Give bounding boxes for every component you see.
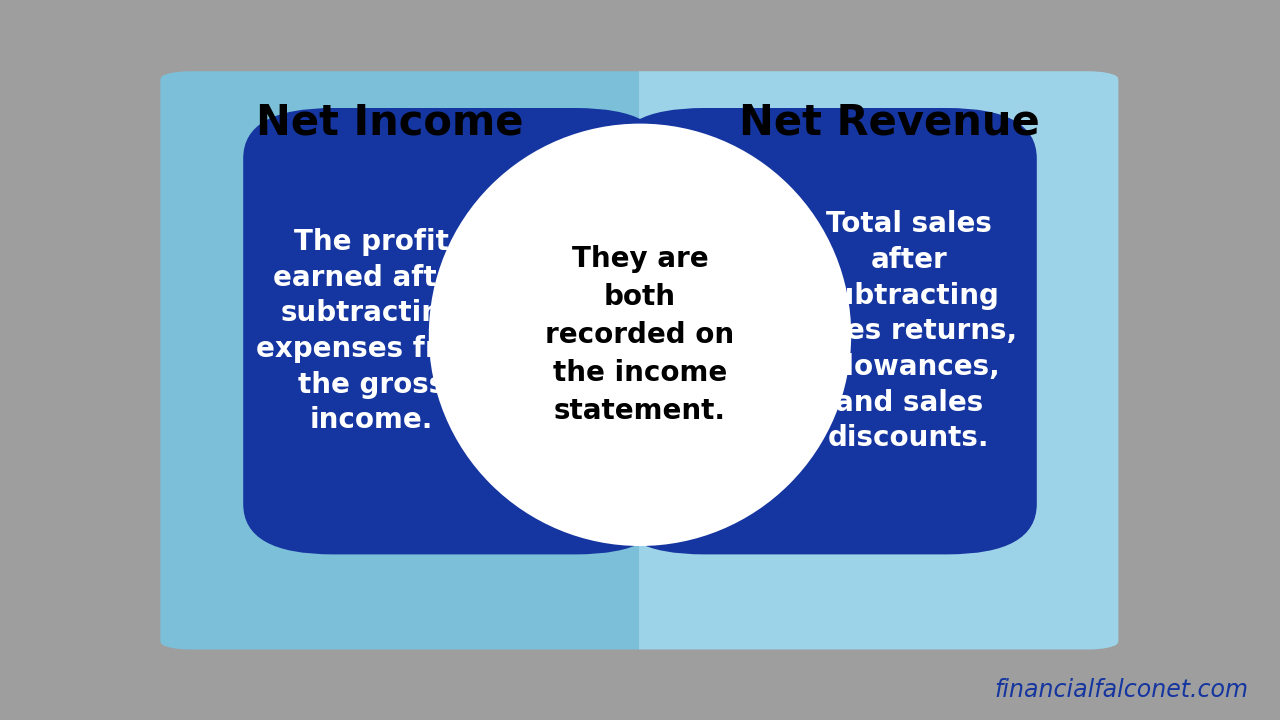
Text: financialfalconet.com: financialfalconet.com (995, 678, 1248, 702)
FancyBboxPatch shape (243, 108, 666, 554)
FancyBboxPatch shape (140, 50, 640, 670)
Text: The profit
earned after
subtracting
expenses from
the gross
income.: The profit earned after subtracting expe… (256, 228, 486, 434)
FancyBboxPatch shape (640, 50, 1139, 670)
FancyBboxPatch shape (614, 108, 1037, 554)
Text: They are
both
recorded on
the income
statement.: They are both recorded on the income sta… (545, 245, 735, 425)
Ellipse shape (429, 124, 851, 546)
Text: Net Income: Net Income (256, 102, 524, 143)
Text: Net Revenue: Net Revenue (739, 102, 1039, 143)
Text: Total sales
after
subtracting
sales returns,
allowances,
and sales
discounts.: Total sales after subtracting sales retu… (801, 210, 1016, 452)
